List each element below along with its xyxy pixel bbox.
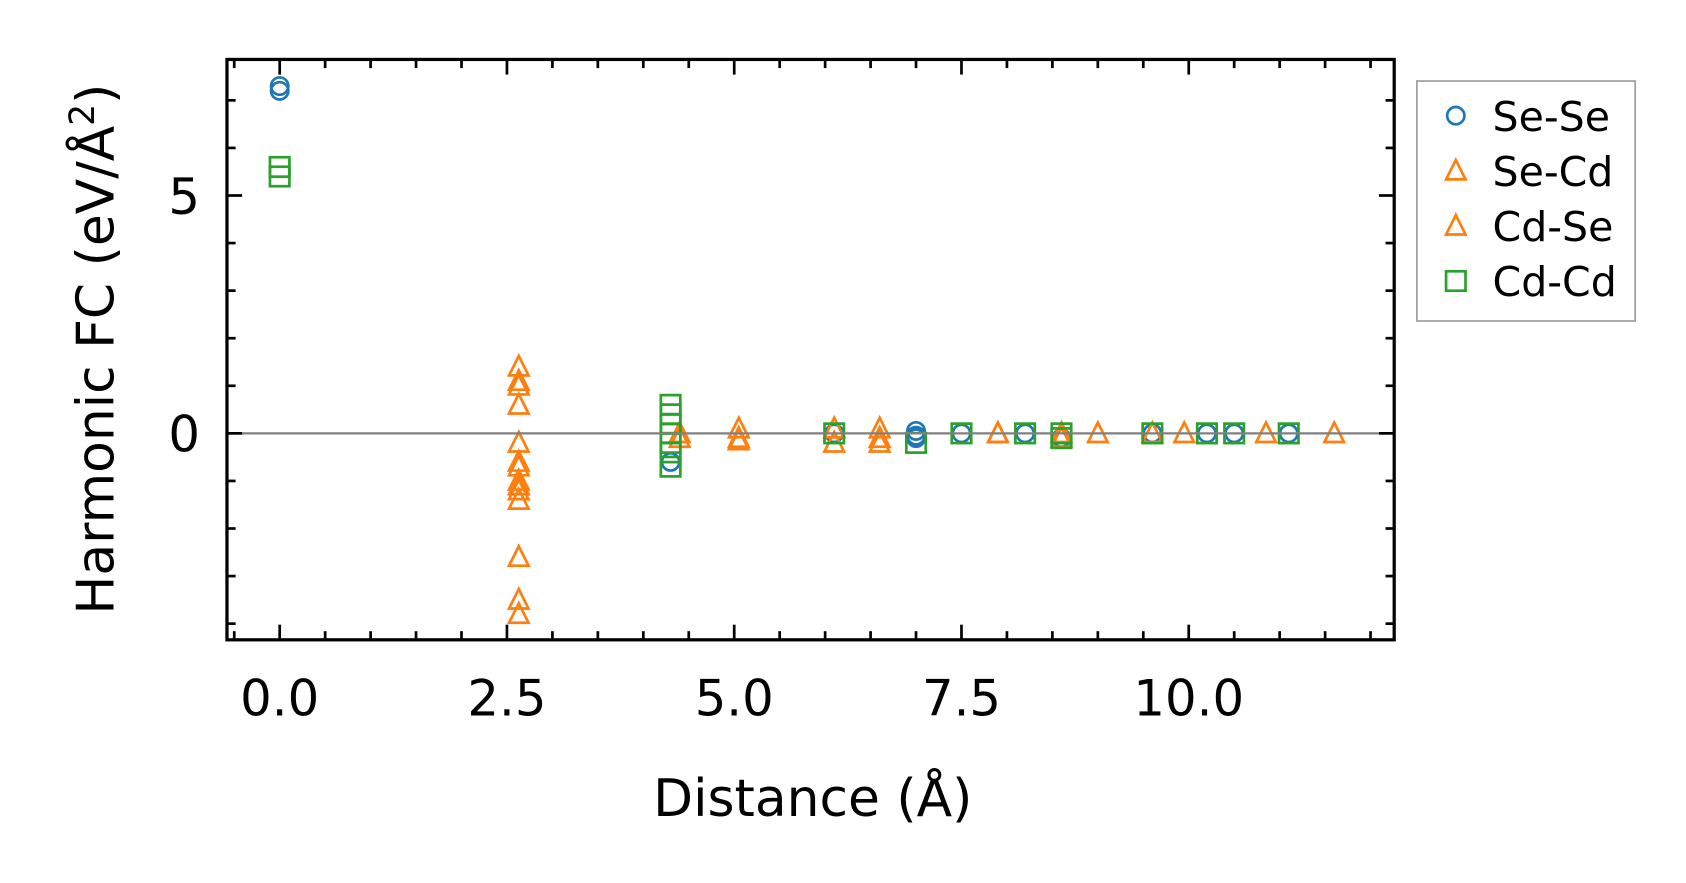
data-point-cd-cd bbox=[659, 441, 682, 464]
legend-marker-se-se bbox=[1445, 105, 1466, 126]
data-point-se-cd bbox=[867, 414, 892, 439]
y-tick-label: 0 bbox=[168, 406, 200, 464]
legend-marker-se-cd bbox=[1443, 156, 1468, 181]
data-point-cd-cd bbox=[268, 165, 291, 188]
legend-marker-cd-se bbox=[1443, 212, 1468, 236]
x-tick-label: 0.0 bbox=[240, 669, 319, 727]
y-tick-label: 5 bbox=[168, 168, 200, 226]
data-point-se-cd bbox=[506, 586, 531, 610]
data-point-se-cd bbox=[726, 414, 751, 439]
data-point-cd-se bbox=[506, 471, 531, 496]
x-axis-label: Distance (Å) bbox=[653, 767, 972, 829]
data-point-se-cd bbox=[506, 600, 531, 625]
data-point-cd-cd bbox=[1050, 427, 1073, 450]
legend-label: Se-Cd bbox=[1493, 148, 1614, 196]
data-point-se-cd bbox=[506, 476, 531, 501]
x-tick-label: 2.5 bbox=[467, 669, 546, 727]
y-axis-label: Harmonic FC (eV/Å2) bbox=[63, 84, 126, 615]
data-point-se-cd bbox=[506, 543, 531, 568]
axis-ticks bbox=[226, 59, 1395, 640]
legend-label: Cd-Se bbox=[1493, 203, 1614, 251]
data-point-se-cd bbox=[822, 414, 847, 439]
plot-frame bbox=[225, 57, 1396, 642]
data-point-se-cd bbox=[867, 429, 892, 453]
data-point-cd-cd bbox=[659, 455, 682, 478]
data-point-cd-se bbox=[867, 424, 892, 449]
y-tick-labels: 05 bbox=[168, 168, 200, 464]
legend: Se-Se Se-Cd Cd-Se Cd-Cd bbox=[1416, 80, 1637, 322]
data-point-cd-se bbox=[506, 371, 531, 396]
legend-marker-cd-cd bbox=[1444, 269, 1467, 293]
legend-label: Se-Se bbox=[1493, 93, 1610, 141]
x-tick-label: 7.5 bbox=[922, 669, 1001, 727]
data-points bbox=[268, 76, 1347, 625]
data-point-se-cd bbox=[506, 367, 531, 392]
x-tick-labels: 0.0 2.5 5.0 7.5 10.0 bbox=[240, 669, 1244, 727]
legend-label: Cd-Cd bbox=[1493, 258, 1617, 306]
x-tick-label: 10.0 bbox=[1133, 669, 1244, 727]
x-tick-label: 5.0 bbox=[695, 669, 774, 727]
legend-box bbox=[1416, 80, 1637, 322]
data-point-cd-se bbox=[506, 486, 531, 510]
data-point-cd-se bbox=[726, 424, 751, 449]
data-point-se-se bbox=[269, 80, 290, 101]
data-point-se-cd bbox=[506, 390, 531, 415]
